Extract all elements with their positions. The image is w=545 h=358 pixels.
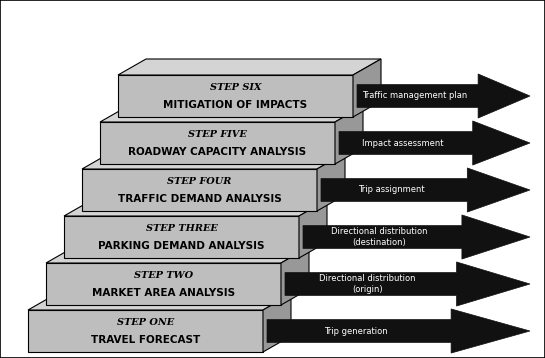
Polygon shape bbox=[82, 169, 317, 211]
Polygon shape bbox=[357, 74, 530, 118]
Text: STEP THREE: STEP THREE bbox=[146, 224, 217, 233]
Text: ROADWAY CAPACITY ANALYSIS: ROADWAY CAPACITY ANALYSIS bbox=[129, 147, 306, 157]
Polygon shape bbox=[100, 122, 335, 164]
Polygon shape bbox=[100, 106, 363, 122]
Polygon shape bbox=[263, 294, 291, 352]
Text: STEP FIVE: STEP FIVE bbox=[188, 130, 247, 139]
Text: STEP SIX: STEP SIX bbox=[210, 83, 261, 92]
Text: Traffic management plan: Traffic management plan bbox=[362, 92, 468, 101]
Text: STEP TWO: STEP TWO bbox=[134, 271, 193, 280]
Text: Impact assessment: Impact assessment bbox=[362, 139, 444, 147]
Polygon shape bbox=[118, 59, 381, 75]
Polygon shape bbox=[285, 262, 530, 306]
Polygon shape bbox=[46, 247, 309, 263]
Text: MARKET AREA ANALYSIS: MARKET AREA ANALYSIS bbox=[92, 288, 235, 298]
Polygon shape bbox=[317, 153, 345, 211]
Text: Trip assignment: Trip assignment bbox=[358, 185, 425, 194]
Text: Directional distribution
(destination): Directional distribution (destination) bbox=[331, 227, 427, 247]
Polygon shape bbox=[118, 75, 353, 117]
Polygon shape bbox=[46, 263, 281, 305]
Polygon shape bbox=[299, 200, 327, 258]
Text: Directional distribution
(origin): Directional distribution (origin) bbox=[319, 274, 416, 294]
Polygon shape bbox=[281, 247, 309, 305]
Text: TRAFFIC DEMAND ANALYSIS: TRAFFIC DEMAND ANALYSIS bbox=[118, 194, 281, 204]
Polygon shape bbox=[28, 310, 263, 352]
Text: PARKING DEMAND ANALYSIS: PARKING DEMAND ANALYSIS bbox=[98, 241, 265, 251]
Polygon shape bbox=[321, 168, 530, 212]
Text: Trip generation: Trip generation bbox=[324, 326, 387, 335]
Polygon shape bbox=[64, 216, 299, 258]
Polygon shape bbox=[28, 294, 291, 310]
Text: TRAVEL FORECAST: TRAVEL FORECAST bbox=[91, 335, 200, 345]
Polygon shape bbox=[335, 106, 363, 164]
Polygon shape bbox=[353, 59, 381, 117]
Polygon shape bbox=[82, 153, 345, 169]
Text: STEP ONE: STEP ONE bbox=[117, 318, 174, 327]
Polygon shape bbox=[267, 309, 530, 353]
Polygon shape bbox=[339, 121, 530, 165]
Polygon shape bbox=[64, 200, 327, 216]
Polygon shape bbox=[303, 215, 530, 259]
Text: MITIGATION OF IMPACTS: MITIGATION OF IMPACTS bbox=[164, 100, 307, 110]
Text: STEP FOUR: STEP FOUR bbox=[167, 177, 232, 186]
